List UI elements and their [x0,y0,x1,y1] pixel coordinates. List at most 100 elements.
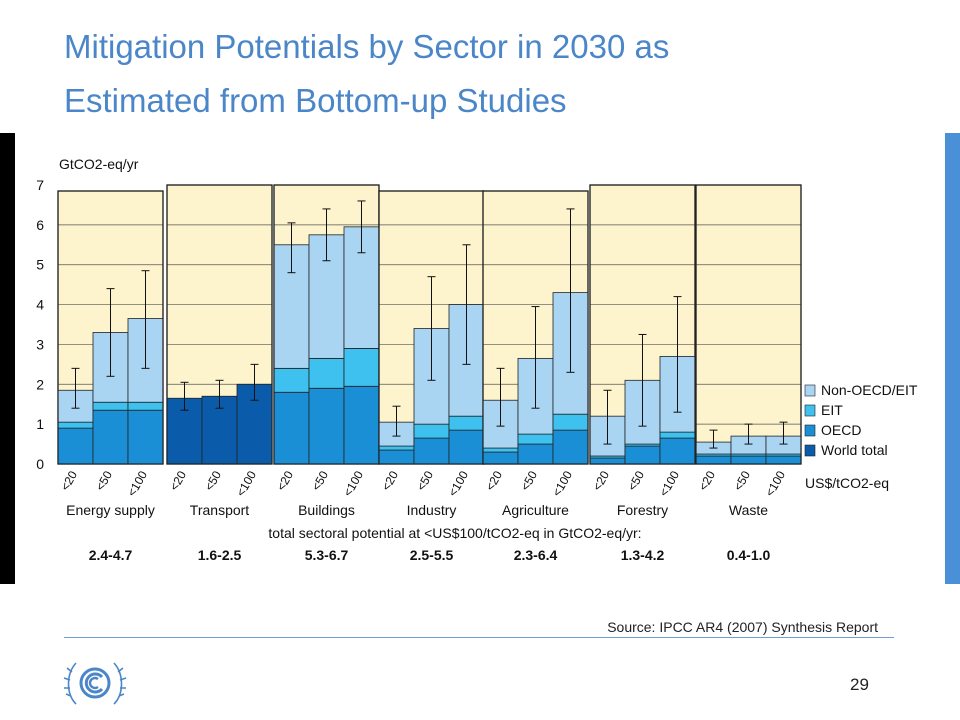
sector-range: 2.4-4.7 [89,547,133,563]
bar-category-label: <20 [58,468,80,493]
bar-segment-eit [378,445,415,451]
bar-segment-eit [343,348,380,387]
page-number: 29 [850,675,869,694]
bar-category-label: <20 [483,468,505,493]
y-tick-label: 7 [36,177,44,193]
legend-swatch [804,404,816,417]
bar-category-label: <50 [518,468,540,493]
bar-segment-oecd [413,437,450,465]
unfccc-emblem-icon [63,662,127,705]
bar-segment-eit [57,421,94,429]
slide-title: Mitigation Potentials by Sector in 2030 … [64,20,924,128]
sector-name: Transport [190,502,250,518]
slide-title-line1: Mitigation Potentials by Sector in 2030 … [64,28,670,65]
bar-category-label: <20 [274,468,296,493]
bar-segment-oecd [482,451,519,465]
bar-segment-eit [127,401,164,411]
bar-category-label: <50 [93,468,115,493]
right-edge-bar [945,133,960,584]
sector-panel-border [166,184,273,465]
bar-category-label: <50 [731,468,753,493]
sector-range: 5.3-6.7 [305,547,349,563]
bar-segment-eit [448,415,485,431]
bar-category-label: <100 [445,468,471,499]
y-axis-label: GtCO2-eq/yr [59,156,139,172]
legend-swatch [804,384,816,397]
sector-panel-6 [695,184,802,465]
bar-segment-oecd [448,429,485,465]
bar-category-label: <20 [379,468,401,493]
legend-label: Non-OECD/EIT [821,382,918,398]
bar-segment-oecd [127,409,164,465]
y-tick-label: 6 [36,217,44,233]
legend-label: OECD [821,422,861,438]
bar-segment-oecd [624,445,661,465]
bar-category-label: <100 [340,468,366,499]
sector-panel-border [57,190,164,465]
bar-category-label: <50 [309,468,331,493]
legend-label: EIT [821,402,843,418]
bar-segment-oecd [308,387,345,465]
bar-segment-oecd [552,429,589,465]
bar-segment-eit [413,423,450,439]
sector-name: Industry [407,502,457,518]
bar-category-label: <100 [549,468,575,499]
bar-category-label: <20 [696,468,718,493]
bar-segment-oecd [273,391,310,465]
y-tick-label: 2 [36,376,44,392]
left-edge-bar [0,133,15,584]
bar-category-label: <100 [124,468,150,499]
bar-segment-oecd [343,385,380,465]
bar-category-label: <20 [167,468,189,493]
bar-segment-oecd [92,409,129,465]
sector-name: Agriculture [502,502,569,518]
sector-name: Forestry [617,502,668,518]
bar-segment-eit [482,447,519,453]
y-tick-label: 5 [36,257,44,273]
bar-category-label: <20 [590,468,612,493]
legend-label: World total [821,442,888,458]
sector-panel-border [695,184,802,465]
sector-range: 2.5-5.5 [410,547,454,563]
sector-range: 1.3-4.2 [621,547,665,563]
bar-segment-oecd [695,455,732,465]
bar-segment-oecd [659,437,696,465]
legend-swatch [804,444,816,457]
bar-segment-oecd [517,443,554,465]
sector-range: 0.4-1.0 [727,547,771,563]
sector-panel-border [589,184,696,465]
y-tick-label: 1 [36,416,44,432]
y-tick-label: 0 [36,456,44,472]
bar-category-label: <50 [625,468,647,493]
y-tick-label: 3 [36,336,44,352]
footer-divider [64,637,894,638]
sector-panel-border [482,190,589,465]
bar-segment-eit [273,367,310,393]
sector-name: Energy supply [66,502,155,518]
bar-segment-oecd [378,449,415,465]
x-axis-label: total sectoral potential at <US$100/tCO2… [268,525,641,541]
sector-name: Waste [729,502,768,518]
bar-segment-oecd [730,455,767,465]
sector-range: 1.6-2.5 [198,547,242,563]
y-tick-label: 4 [36,297,44,313]
bar-category-label: <100 [233,468,259,499]
bar-segment-eit [308,357,345,389]
bar-segment-oecd [589,457,626,465]
legend-swatch [804,424,816,437]
bar-segment-oecd [57,427,94,465]
bar-category-label: <50 [414,468,436,493]
mitigation-chart: GtCO2-eq/yr 0 1 2 3 4 5 6 7 <20 <50 <100 Energy supp… [36,156,918,563]
unit-label: US$/tCO2-eq [805,475,889,491]
bar-category-label: <50 [202,468,224,493]
chart-panel: GtCO2-eq/yr 0 1 2 3 4 5 6 7 <20 <50 <100 Energy supp… [15,133,945,584]
bar-segment-eit [92,401,129,411]
bar-segment-oecd [765,455,802,465]
bar-segment-eit [517,433,554,445]
bar-segment-eit [552,413,589,431]
bar-segment-eit [659,431,696,439]
sector-name: Buildings [298,502,355,518]
source-note: Source: IPCC AR4 (2007) Synthesis Report [607,619,878,635]
bar-category-label: <100 [762,468,788,499]
bar-category-label: <100 [656,468,682,499]
